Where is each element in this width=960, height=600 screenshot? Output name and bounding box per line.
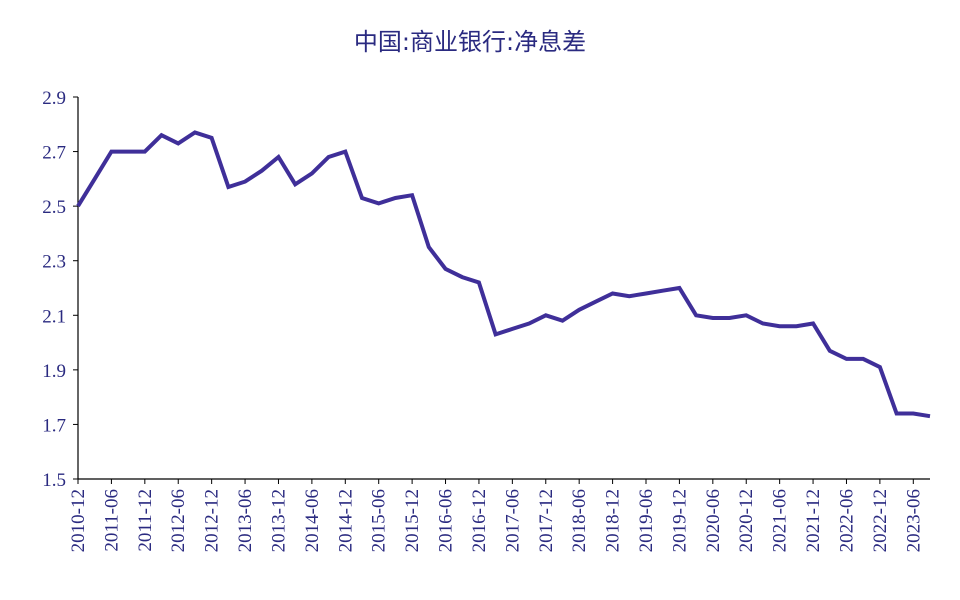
- chart-title: 中国:商业银行:净息差: [354, 28, 586, 56]
- x-tick-label: 2022-12: [870, 489, 891, 552]
- x-tick-label: 2020-12: [736, 489, 757, 552]
- y-tick-label: 2.7: [42, 143, 66, 164]
- x-tick-label: 2013-06: [235, 489, 256, 552]
- y-axis: 2.9 2.7 2.5 2.3 2.1 1.9 1.7 1.5: [42, 88, 79, 491]
- y-tick-label: 2.3: [42, 252, 66, 273]
- x-tick-label: 2017-12: [536, 489, 557, 552]
- x-tick-label: 2019-06: [636, 489, 657, 552]
- x-tick-label: 2010-12: [68, 489, 89, 552]
- x-tick-label: 2020-06: [703, 489, 724, 552]
- x-tick-label: 2018-06: [569, 489, 590, 552]
- y-tick-label: 1.7: [42, 415, 66, 436]
- x-tick-label: 2019-12: [669, 489, 690, 552]
- x-tick-label: 2014-12: [335, 489, 356, 552]
- x-tick-label: 2023-06: [903, 489, 924, 552]
- x-tick-label: 2011-12: [135, 489, 156, 552]
- x-tick-label: 2022-06: [836, 489, 857, 552]
- series-line-0: [76, 130, 931, 419]
- x-tick-label: 2016-06: [436, 489, 457, 552]
- x-tick-label: 2018-12: [603, 489, 624, 552]
- x-tick-label: 2012-12: [202, 489, 223, 552]
- y-tick-label: 1.5: [42, 470, 66, 491]
- y-tick-label: 2.1: [42, 306, 66, 327]
- x-tick-label: 2014-06: [302, 489, 323, 552]
- x-tick-label: 2015-06: [369, 489, 390, 552]
- x-tick-label: 2012-06: [168, 489, 189, 552]
- x-tick-label: 2021-12: [803, 489, 824, 552]
- x-axis: 2010-12 2011-06 2011-12 2012-06 2012-12 2013-…: [68, 478, 930, 552]
- y-tick-label: 2.9: [42, 88, 66, 109]
- x-tick-label: 2013-12: [268, 489, 289, 552]
- x-tick-label: 2017-06: [502, 489, 523, 552]
- x-tick-label: 2011-06: [101, 489, 122, 552]
- x-tick-label: 2016-12: [469, 489, 490, 552]
- y-tick-label: 2.5: [42, 197, 66, 218]
- series-layer: [76, 130, 931, 419]
- x-tick-label: 2015-12: [402, 489, 423, 552]
- x-tick-label: 2021-06: [770, 489, 791, 552]
- y-tick-label: 1.9: [42, 361, 66, 382]
